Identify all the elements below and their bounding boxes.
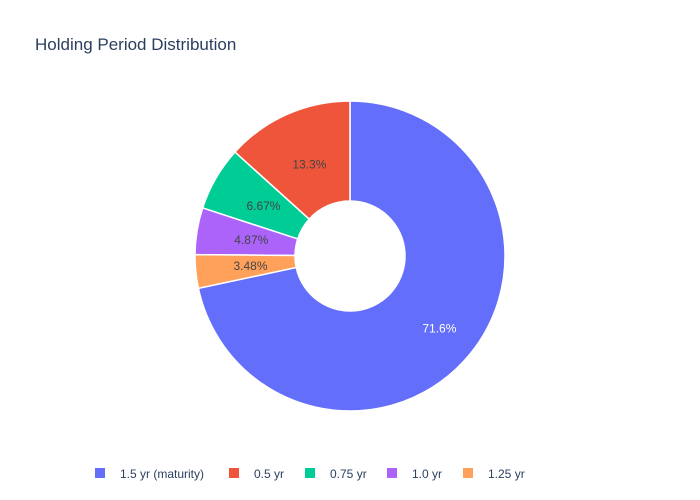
slice-2[interactable]: [201, 151, 311, 240]
legend-swatch-0: [95, 468, 105, 478]
slices-group: [194, 100, 506, 412]
legend-label-0: 1.5 yr (maturity): [120, 467, 204, 481]
slice-label-1: 13.3%: [292, 158, 326, 172]
slice-label-4: 3.48%: [233, 259, 267, 273]
slice-label-2: 6.67%: [246, 199, 280, 213]
slice-label-0: 71.6%: [422, 321, 456, 335]
legend-swatch-1: [229, 468, 239, 478]
legend-swatch-2: [305, 468, 315, 478]
legend-item-3[interactable]: 1.0 yr: [387, 467, 442, 481]
slice-1[interactable]: [233, 100, 351, 221]
slice-labels-group: 71.6% 13.3% 6.67% 4.87% 3.48%: [233, 158, 456, 336]
legend-label-3: 1.0 yr: [412, 467, 442, 481]
chart-title: Holding Period Distribution: [35, 35, 236, 54]
legend-swatch-4: [463, 468, 473, 478]
legend-item-0[interactable]: 1.5 yr (maturity): [95, 467, 204, 481]
legend-swatch-3: [387, 468, 397, 478]
slice-3[interactable]: [194, 207, 299, 257]
legend-label-4: 1.25 yr: [488, 467, 525, 481]
slice-4[interactable]: [194, 253, 298, 290]
legend-label-2: 0.75 yr: [330, 467, 367, 481]
legend-label-1: 0.5 yr: [254, 467, 284, 481]
legend-item-1[interactable]: 0.5 yr: [229, 467, 284, 481]
slice-0[interactable]: [197, 100, 506, 412]
legend-item-2[interactable]: 0.75 yr: [305, 467, 367, 481]
legend[interactable]: 1.5 yr (maturity) 0.5 yr 0.75 yr 1.0 yr 1.25…: [95, 467, 525, 481]
slice-label-3: 4.87%: [234, 233, 268, 247]
legend-item-4[interactable]: 1.25 yr: [463, 467, 525, 481]
